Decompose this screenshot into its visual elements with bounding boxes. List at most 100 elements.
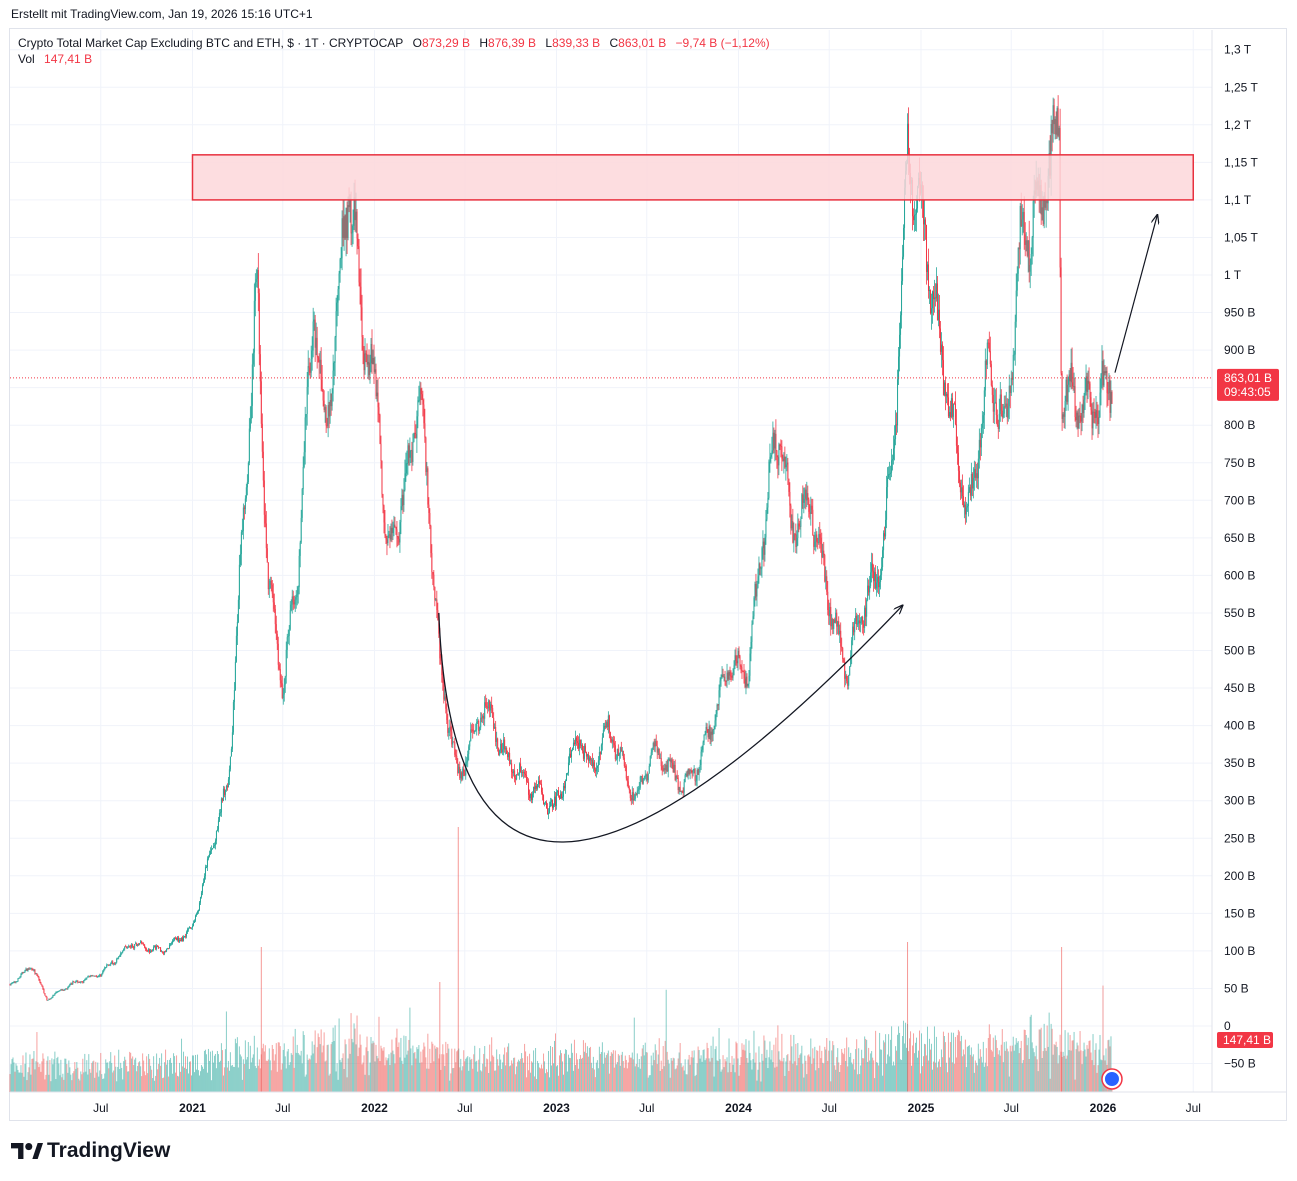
tradingview-logo[interactable]: TradingView	[11, 1139, 170, 1163]
candle-body	[275, 624, 277, 635]
candle-body	[532, 794, 534, 801]
candle-body	[1084, 390, 1086, 400]
flag-icon[interactable]	[1101, 1068, 1123, 1090]
y-tick-label: 150 B	[1224, 906, 1255, 920]
volume-bar	[366, 1036, 368, 1092]
candle-body	[714, 720, 716, 730]
candle-body	[977, 458, 979, 479]
volume-bar	[442, 1044, 444, 1092]
candle-body	[83, 980, 85, 983]
candle-body	[635, 794, 637, 796]
volume-bar	[277, 1042, 279, 1092]
volume-bar	[401, 1060, 403, 1092]
volume-bar	[1085, 1056, 1087, 1092]
candle-body	[105, 967, 107, 968]
created-caption: Erstellt mit TradingView.com, Jan 19, 20…	[11, 7, 313, 21]
volume-bar	[924, 1044, 926, 1092]
candle-body	[935, 283, 937, 299]
volume-bar	[188, 1073, 190, 1092]
candle-body	[1011, 377, 1013, 380]
volume-bar	[482, 1063, 484, 1092]
volume-bar	[472, 1068, 474, 1092]
candle-body	[578, 739, 580, 749]
candle-body	[736, 660, 738, 664]
candle-body	[78, 981, 80, 983]
candle-body	[717, 704, 719, 706]
candle-body	[112, 961, 114, 965]
volume-bar	[148, 1053, 150, 1092]
candle-body	[584, 745, 586, 752]
volume-bar	[950, 1032, 952, 1092]
candle-body	[502, 749, 504, 753]
candle-body	[487, 707, 489, 709]
volume-bar	[637, 1067, 639, 1092]
candle-body	[297, 587, 299, 595]
volume-bar	[443, 1054, 445, 1092]
volume-bar	[822, 1062, 824, 1092]
volume-bar	[397, 1046, 399, 1092]
candle-body	[15, 981, 17, 983]
volume-bar	[875, 1030, 877, 1092]
chart-frame[interactable]	[9, 28, 1287, 1121]
volume-bar	[267, 1059, 269, 1092]
candle-body	[94, 975, 96, 977]
rounded-bottom-arrow[interactable]	[438, 605, 903, 843]
volume-bar	[893, 1061, 895, 1092]
candle-body	[317, 356, 319, 358]
volume-bar	[984, 1062, 986, 1092]
candle-body	[119, 956, 121, 958]
candle-body	[453, 741, 455, 743]
drawing-annotations[interactable]	[191, 154, 1194, 843]
volume-bar	[396, 1028, 398, 1092]
candle-body	[1075, 417, 1077, 421]
candle-body	[45, 995, 47, 998]
candle-body	[407, 445, 409, 464]
candle-body	[820, 537, 822, 545]
candle-body	[478, 720, 480, 731]
candle-body	[342, 218, 344, 238]
volume-bar	[703, 1049, 705, 1092]
volume-bar	[1021, 1063, 1023, 1092]
volume-bar	[1072, 1040, 1074, 1092]
volume-bar	[1073, 1031, 1075, 1092]
volume-bar	[722, 1055, 724, 1092]
candle-body	[247, 462, 249, 482]
volume-bar	[432, 1043, 434, 1092]
volume-bar	[529, 1053, 531, 1092]
candle-body	[121, 952, 123, 954]
volume-bar	[1053, 1044, 1055, 1092]
volume-bar	[578, 1058, 580, 1092]
resistance-zone[interactable]	[191, 154, 1194, 201]
projection-arrow[interactable]	[1114, 215, 1157, 373]
volume-bar	[913, 1033, 915, 1092]
volume-bar	[949, 1042, 951, 1092]
candle-body	[56, 991, 58, 993]
candle-body	[802, 494, 804, 503]
volume-bar	[368, 1075, 370, 1092]
volume-bar	[441, 1054, 443, 1092]
candle-body	[369, 363, 371, 376]
candle-body	[860, 621, 862, 624]
volume-bar	[82, 1058, 84, 1092]
candle-body	[891, 460, 893, 473]
candle-body	[370, 343, 372, 364]
volume-bar	[304, 1076, 306, 1092]
candle-body	[614, 745, 616, 760]
volume-bar	[611, 1053, 613, 1092]
volume-bar	[959, 1041, 961, 1092]
candle-body	[96, 975, 98, 978]
candle-body	[84, 979, 86, 981]
candle-body	[529, 794, 531, 799]
candle-body	[75, 980, 77, 983]
volume-bar	[493, 1056, 495, 1092]
candle-body	[335, 311, 337, 338]
candle-body	[267, 562, 269, 590]
volume-bar	[906, 1047, 908, 1092]
candle-body	[439, 633, 441, 659]
volume-bar	[537, 1060, 539, 1092]
volume-bar	[522, 1058, 524, 1092]
volume-bar	[586, 1046, 588, 1092]
candle-body	[937, 309, 939, 321]
candle-body	[1096, 410, 1098, 418]
